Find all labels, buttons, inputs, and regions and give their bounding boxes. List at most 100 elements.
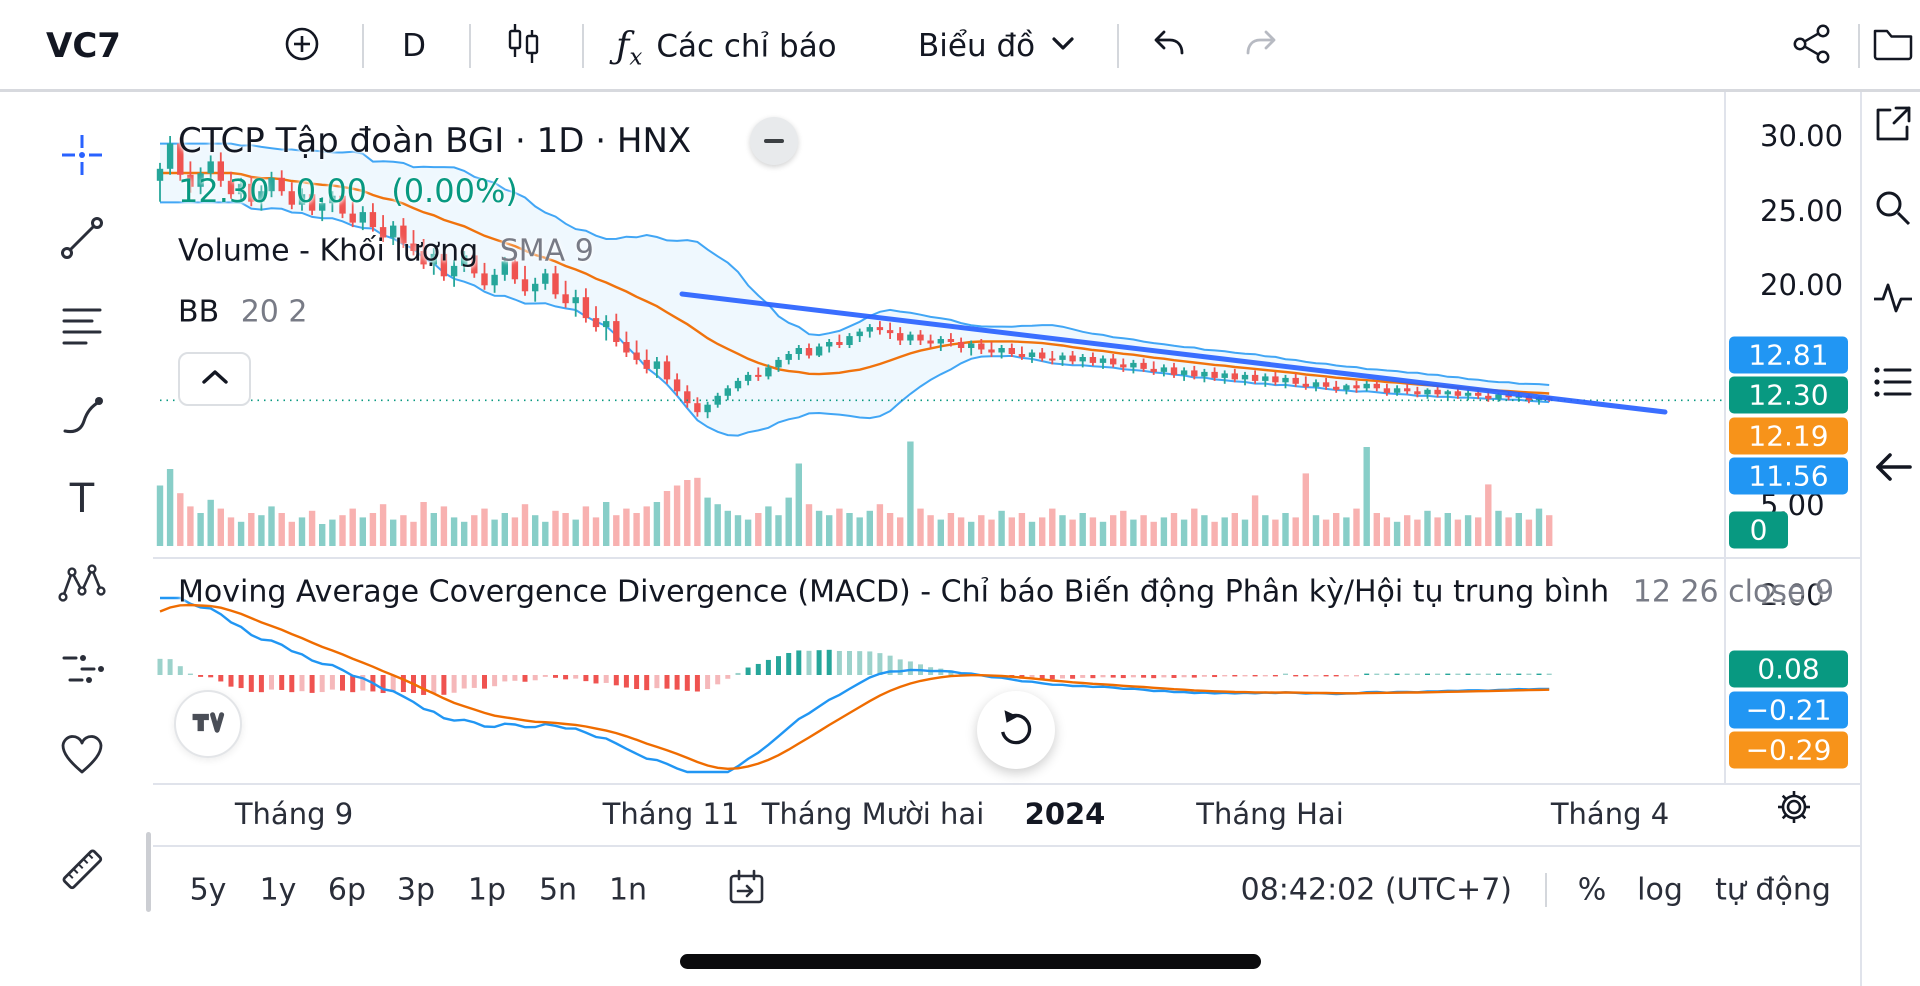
range-6m-button[interactable]: 6p <box>327 872 367 908</box>
range-3m-button[interactable]: 3p <box>396 872 436 908</box>
right-rail-border <box>1860 92 1862 986</box>
volume-layer <box>156 441 1553 546</box>
log-scale-button[interactable]: log <box>1637 872 1683 908</box>
compare-add-button[interactable] <box>279 21 325 71</box>
publish-button[interactable] <box>1870 103 1916 149</box>
session-clock[interactable]: 08:42:02 (UTC+7) <box>1240 872 1512 908</box>
back-button[interactable] <box>1870 446 1916 492</box>
volume-label: Volume - Khối lượng <box>178 233 479 269</box>
chart-style-button[interactable] <box>501 21 547 71</box>
indicators-button[interactable]: ƒx Các chỉ báo <box>616 25 837 71</box>
arrow-left-icon <box>1870 444 1916 494</box>
chevron-up-icon <box>200 368 230 390</box>
brush-tool-button[interactable] <box>56 390 108 442</box>
lines-tool-button[interactable] <box>56 299 108 351</box>
candles-layer <box>156 136 1553 419</box>
forecast-tool-icon <box>56 642 108 698</box>
bottom-bar-border <box>153 845 1860 847</box>
volume-params: SMA 9 <box>499 233 594 269</box>
forecast-tool-button[interactable] <box>56 644 108 696</box>
search-button[interactable] <box>1870 187 1916 233</box>
alerts-pulse-button[interactable] <box>1870 277 1916 323</box>
refresh-button[interactable] <box>977 691 1055 769</box>
range-5y-button[interactable]: 5y <box>189 872 227 908</box>
toolbar-scrollbar[interactable] <box>146 832 151 912</box>
symbol-legend-title[interactable]: CTCP Tập đoàn BGI · 1D · HNX <box>178 121 692 161</box>
layouts-button[interactable] <box>1870 21 1916 71</box>
collapse-legend-button[interactable] <box>750 117 798 165</box>
toolbar-divider <box>1858 24 1860 68</box>
interval-button[interactable]: D <box>402 28 426 64</box>
time-label: Tháng 9 <box>234 797 354 831</box>
goto-date-button[interactable] <box>725 866 769 914</box>
auto-scale-button[interactable]: tự động <box>1715 872 1831 908</box>
ruler-icon <box>56 843 108 899</box>
fx-icon: ƒx <box>616 25 643 71</box>
time-label: Tháng Mười hai <box>761 797 985 831</box>
macd-layer <box>157 596 1552 774</box>
price-tick: 20.00 <box>1760 268 1844 302</box>
last-price: 12.30 <box>178 172 270 210</box>
emoji-tool-button[interactable] <box>56 730 108 782</box>
chart-menu-button[interactable]: Biểu đồ <box>918 28 1075 64</box>
range-1y-button[interactable]: 1y <box>259 872 297 908</box>
chart-settings-button[interactable] <box>1774 787 1814 831</box>
toolbar-divider <box>469 24 471 68</box>
chevron-down-icon <box>1051 36 1075 56</box>
share-button[interactable] <box>1791 22 1835 70</box>
price-change-row[interactable]: 12.30 0.00 (0.00%) <box>178 172 518 210</box>
pulse-line-icon <box>1870 275 1916 325</box>
symbol-button[interactable]: VC7 <box>46 26 121 66</box>
measure-tool-button[interactable] <box>56 845 108 897</box>
percent-scale-button[interactable]: % <box>1577 872 1607 908</box>
toolbar-divider <box>362 24 364 68</box>
right-rail <box>1862 92 1920 986</box>
bollinger-bands-layer <box>160 142 1550 437</box>
chart-menu-label: Biểu đồ <box>918 28 1036 64</box>
refresh-icon <box>993 705 1039 755</box>
range-1m-button[interactable]: 1p <box>467 872 507 908</box>
macd-tick: 2.00 <box>1760 578 1825 612</box>
tradingview-logo <box>188 702 228 746</box>
plus-circle-icon <box>279 21 325 71</box>
time-label-year: 2024 <box>1024 797 1106 831</box>
crosshair-icon <box>56 129 108 185</box>
bb-legend-row[interactable]: BB 20 2 <box>178 295 308 330</box>
redo-icon <box>1240 23 1282 69</box>
pane-separator[interactable] <box>153 557 1860 559</box>
gear-icon <box>1774 787 1814 831</box>
indicators-label: Các chỉ báo <box>656 28 837 64</box>
volume-legend-row[interactable]: Volume - Khối lượng SMA 9 <box>178 234 594 269</box>
bb-upper-price-label: 12.81 <box>1729 336 1848 374</box>
last-price-label: 12.30 <box>1729 376 1848 414</box>
minus-icon <box>764 139 784 143</box>
toolbar-divider <box>1117 24 1119 68</box>
range-1d-button[interactable]: 1n <box>608 872 648 908</box>
macd-line-label: −0.21 <box>1729 691 1848 729</box>
trendline-icon <box>56 212 108 268</box>
trendline-tool-button[interactable] <box>56 214 108 266</box>
bb-params: 20 2 <box>240 294 308 330</box>
price-change-pct: (0.00%) <box>391 172 518 210</box>
pattern-tool-button[interactable] <box>56 559 108 611</box>
watchlist-button[interactable] <box>1870 361 1916 407</box>
tradingview-logo-button[interactable] <box>174 690 242 758</box>
macd-legend-row[interactable]: Moving Average Covergence Divergence (MA… <box>178 575 1834 610</box>
text-tool-button[interactable]: T <box>56 473 108 525</box>
share-nodes-icon <box>1791 22 1835 70</box>
text-tool-icon: T <box>69 476 95 522</box>
home-indicator[interactable] <box>680 954 1261 969</box>
collapse-pane-button[interactable] <box>178 352 251 406</box>
time-label: Tháng 11 <box>602 797 740 831</box>
crosshair-tool-button[interactable] <box>56 131 108 183</box>
time-label: Tháng Hai <box>1196 797 1344 831</box>
open-external-icon <box>1870 101 1916 151</box>
bottom-bar-divider <box>1545 873 1547 907</box>
user-trendline <box>679 291 1668 415</box>
range-5d-button[interactable]: 5n <box>538 872 578 908</box>
undo-button[interactable] <box>1148 23 1190 69</box>
redo-button[interactable] <box>1240 23 1282 69</box>
